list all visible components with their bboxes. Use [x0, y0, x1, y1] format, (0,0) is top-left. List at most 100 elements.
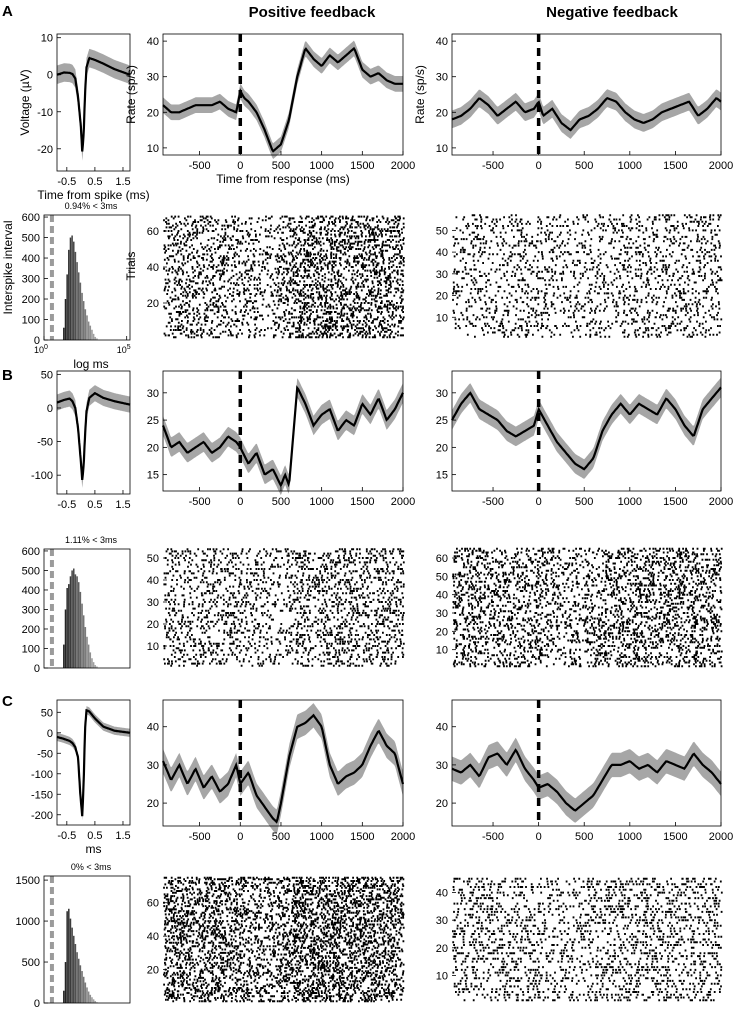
B-pos-raster-ytick-label: 30	[147, 597, 159, 609]
C-waveform-xtick-label: -0.5	[57, 830, 76, 842]
A-isi-bar	[82, 301, 85, 340]
A-isi-xlabel: log ms	[73, 357, 108, 371]
C-isi-bar	[76, 952, 78, 1003]
B-pos-rate-xtick-label: 1000	[309, 496, 333, 508]
C-waveform-ytick-label: 50	[41, 707, 53, 719]
A-neg-rate-ytick-label: 20	[436, 107, 448, 119]
B-isi-bar	[69, 576, 72, 668]
C-neg-rate-sem-band	[452, 737, 721, 823]
C-waveform-xtick-label: 0.5	[87, 830, 102, 842]
A-isi-xtick-label: 105	[117, 344, 131, 355]
A-neg-rate-ytick-label: 30	[436, 72, 448, 84]
C-isi-chart: 0 500 1000 1500 0% < 3ms	[16, 862, 131, 1010]
C-neg-rate-chart: 20 30 40 -500 0 500 1000 1500 2000	[436, 699, 733, 843]
A-pos-raster-ytick-label: 20	[147, 298, 159, 310]
C-isi-bar	[69, 918, 72, 1003]
column-header-positive: Positive feedback	[249, 4, 376, 21]
C-neg-rate-xtick-label: 2000	[709, 831, 733, 843]
A-neg-rate-xtick-label: -500	[482, 160, 504, 172]
B-neg-raster-ytick-label: 20	[436, 626, 448, 638]
A-isi-bar	[79, 282, 82, 340]
A-isi-bar	[91, 329, 93, 340]
A-isi-bar	[69, 237, 72, 340]
A-isi-bar	[64, 299, 67, 340]
B-isi-bar	[63, 644, 65, 668]
C-pos-rate-xtick-label: 1000	[309, 831, 333, 843]
A-neg-rate-xtick-label: 2000	[709, 160, 733, 172]
A-pos-rate-axes-box	[162, 33, 404, 156]
B-pos-raster-ytick-label: 10	[147, 641, 159, 653]
B-isi-bar	[82, 615, 85, 668]
C-pos-raster-ytick-label: 60	[147, 898, 159, 910]
A-pos-rate-mean-line	[162, 46, 403, 153]
B-pos-rate-xtick-label: 0	[237, 496, 243, 508]
B-pos-rate-xtick-label: -500	[189, 496, 211, 508]
B-neg-rate-ytick-label: 25	[436, 415, 448, 427]
A-pos-rate-xtick-label: 1000	[309, 160, 333, 172]
B-pos-rate-mean-line	[161, 385, 404, 488]
A-pos-rate-xtick-label: 2000	[391, 160, 415, 172]
B-isi-bar	[89, 652, 92, 668]
B-neg-rate-sem-band	[452, 377, 721, 479]
A-isi-bar	[94, 336, 97, 340]
A-isi-bar	[63, 327, 65, 340]
A-isi-xtick-exponent: 5	[127, 344, 131, 351]
B-pos-rate-ytick-label: 20	[147, 442, 159, 454]
B-isi-bar	[87, 644, 90, 668]
A-pos-rate-xtick-label: -500	[189, 160, 211, 172]
A-pos-raster-ytick-label: 40	[147, 262, 159, 274]
A-isi-bar	[92, 333, 95, 340]
B-neg-rate-ytick-label: 15	[436, 470, 448, 482]
A-pos-rate-chart: 10 20 30 40 -500 0 500 1000 1500 2000 Time from re…	[124, 33, 415, 186]
B-pos-rate-ytick-label: 15	[147, 470, 159, 482]
C-waveform-axes-box	[56, 699, 131, 826]
B-isi-bar	[86, 636, 88, 668]
A-pos-raster-chart: 20 40 60 Trials	[124, 215, 405, 339]
B-waveform-ytick-label: -50	[37, 437, 53, 449]
C-neg-rate-xtick-label: 0	[536, 831, 542, 843]
B-neg-raster-ytick-label: 40	[436, 590, 448, 602]
A-isi-axes-box	[43, 214, 131, 341]
A-isi-bar	[74, 251, 77, 340]
B-isi-bar	[74, 574, 77, 668]
A-pos-rate-xtick-label: 0	[237, 160, 243, 172]
C-pos-rate-axes-box	[162, 699, 404, 827]
C-pos-rate-ytick-label: 20	[147, 798, 159, 810]
A-neg-rate-xtick-label: 0	[536, 160, 542, 172]
C-neg-raster-ytick-label: 20	[436, 943, 448, 955]
A-isi-bar	[81, 292, 83, 340]
B-waveform-sem-band	[57, 385, 130, 488]
A-waveform-ytick-label: 0	[47, 70, 53, 82]
B-waveform-ytick-label: 0	[47, 403, 53, 415]
B-pos-rate-xtick-label: 2000	[391, 496, 415, 508]
C-waveform-ytick-label: -200	[31, 810, 53, 822]
B-isi-bar	[68, 584, 70, 668]
A-isi-bar	[86, 315, 88, 340]
C-neg-rate-ytick-label: 40	[436, 722, 448, 734]
B-isi-ytick-label: 400	[22, 585, 40, 597]
C-neg-rate-xtick-label: 1000	[618, 831, 642, 843]
B-waveform-mean-line	[56, 391, 131, 481]
B-isi-axes-box	[43, 548, 131, 669]
C-isi-bar	[94, 1000, 97, 1003]
C-waveform-xtick-label: 1.5	[115, 830, 130, 842]
A-isi-ytick-label: 300	[22, 274, 40, 286]
C-pos-rate-sem-band	[163, 703, 403, 834]
A-isi-ytick-label: 500	[22, 233, 40, 245]
C-waveform-ytick-label: -100	[31, 769, 53, 781]
A-isi-ytick-label: 100	[22, 315, 40, 327]
A-isi-ytick-label: 600	[22, 212, 40, 224]
C-isi-bar	[68, 908, 70, 1003]
A-neg-rate-ytick-label: 10	[436, 143, 448, 155]
B-neg-rate-xtick-label: 2000	[709, 496, 733, 508]
A-neg-raster-chart: 10 20 30 40 50	[436, 214, 723, 338]
B-isi-bar	[91, 658, 93, 668]
C-pos-rate-ytick-label: 30	[147, 760, 159, 772]
C-pos-rate-xtick-label: 1500	[350, 831, 374, 843]
C-pos-rate-xtick-label: -500	[189, 831, 211, 843]
C-neg-rate-axes-box	[451, 699, 722, 827]
B-waveform-xtick-label: 1.5	[115, 499, 130, 511]
A-isi-xtick-exponent: 0	[44, 344, 48, 351]
